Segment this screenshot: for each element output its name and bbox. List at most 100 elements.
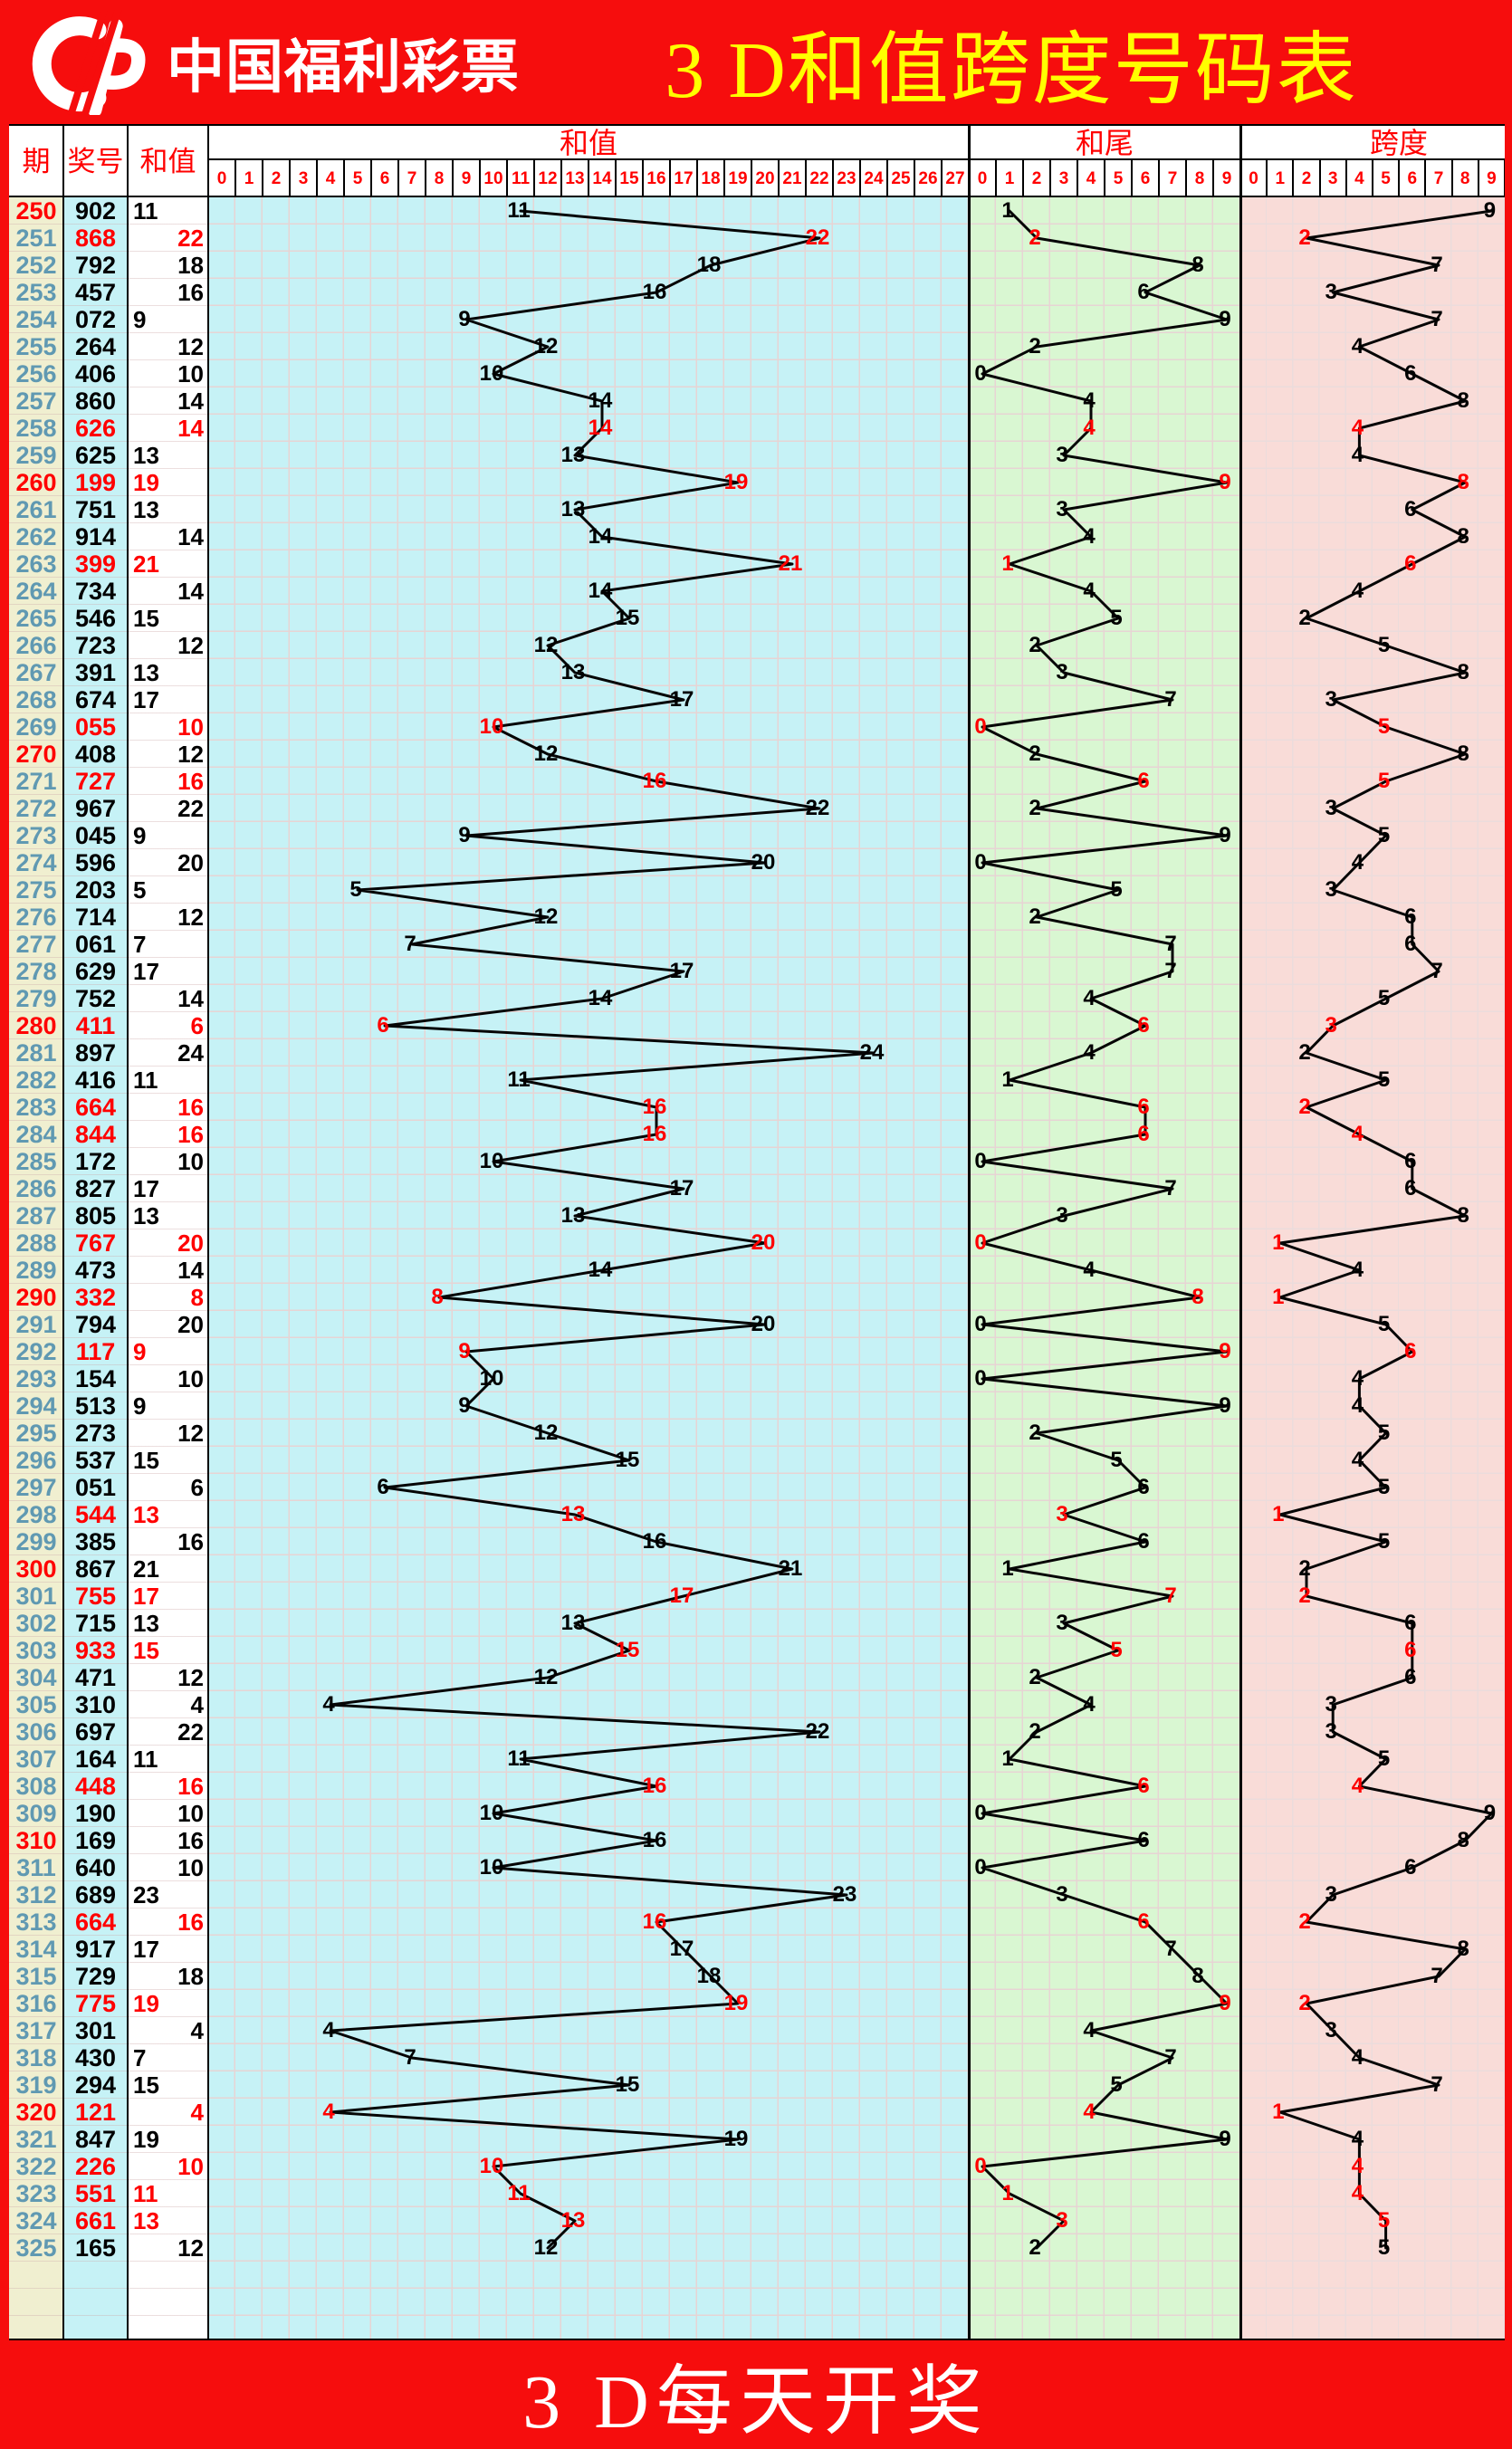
number-cell: 203: [74, 876, 117, 904]
axis-tick-sum-14: 14: [592, 169, 612, 188]
number-cell: 847: [74, 2126, 117, 2153]
number-cell: 473: [74, 1257, 117, 1284]
tick-cell-border: [1318, 158, 1321, 197]
point-label-和尾: 9: [1219, 2127, 1231, 2151]
number-cell: 860: [74, 387, 117, 415]
sum-cell: 11: [133, 2180, 158, 2207]
point-label-和尾: 8: [1191, 253, 1204, 277]
period-cell: 299: [15, 1528, 57, 1555]
point-label-跨度: 4: [1351, 850, 1364, 875]
point-label-跨度: 5: [1377, 2208, 1391, 2233]
sum-cell: 10: [177, 1800, 204, 1827]
axis-tick-span-0: 0: [1249, 169, 1258, 188]
number-cell: 406: [74, 360, 117, 387]
period-cell: 286: [15, 1175, 57, 1202]
sum-cell: 22: [177, 225, 204, 252]
number-cell: 967: [74, 795, 117, 822]
period-cell: 282: [15, 1067, 57, 1094]
axis-tick-sum-9: 9: [461, 169, 472, 188]
axis-tick-tail-5: 5: [1113, 169, 1124, 188]
number-cell: 199: [74, 469, 117, 496]
point-label-和尾: 8: [1191, 1285, 1204, 1309]
point-label-跨度: 4: [1351, 1448, 1364, 1472]
point-label-跨度: 8: [1457, 470, 1469, 494]
number-cell: 689: [74, 1881, 117, 1908]
sum-cell: 5: [133, 876, 147, 904]
number-cell: 697: [74, 1718, 117, 1746]
period-cell: 260: [15, 469, 57, 496]
point-label-和尾: 0: [974, 850, 987, 875]
tick-cell-border: [1477, 158, 1479, 197]
number-cell: 546: [74, 605, 117, 632]
point-label-和值: 15: [615, 1448, 640, 1472]
point-label-和值: 24: [859, 1040, 885, 1065]
number-cell: 596: [74, 849, 117, 876]
tick-cell-border: [1131, 158, 1133, 197]
period-cell: 309: [15, 1800, 57, 1827]
period-cell: 281: [15, 1039, 57, 1067]
point-label-和值: 7: [404, 932, 416, 956]
point-label-和值: 19: [723, 1991, 749, 2015]
number-cell: 164: [74, 1746, 117, 1773]
period-cell: 292: [15, 1338, 57, 1365]
axis-tick-sum-18: 18: [701, 169, 721, 188]
point-label-和尾: 4: [1083, 1040, 1096, 1065]
axis-tick-sum-27: 27: [945, 169, 965, 188]
point-label-和值: 4: [322, 2100, 335, 2124]
sum-cell: 16: [177, 1528, 204, 1555]
axis-tick-sum-4: 4: [325, 169, 336, 188]
number-cell: 664: [74, 1094, 117, 1121]
period-cell: 256: [15, 360, 57, 387]
axis-tick-sum-10: 10: [483, 169, 503, 188]
tick-cell-border: [778, 158, 780, 197]
point-label-跨度: 4: [1351, 1393, 1364, 1418]
point-label-和尾: 6: [1137, 1774, 1150, 1798]
point-label-跨度: 5: [1377, 633, 1391, 657]
axis-tick-sum-12: 12: [538, 169, 558, 188]
tick-cell-border: [941, 158, 943, 197]
china-welfare-lottery-logo-icon: [32, 10, 146, 115]
top-banner: 中国福利彩票 3 D和值跨度号码表: [0, 0, 1512, 125]
number-cell: 408: [74, 741, 117, 768]
point-label-和值: 5: [349, 877, 362, 902]
point-label-和值: 16: [642, 769, 667, 793]
point-label-和值: 13: [560, 660, 586, 684]
period-cell: 273: [15, 822, 57, 849]
tick-cell-border: [1450, 158, 1453, 197]
number-cell: 755: [74, 1583, 117, 1610]
point-label-和尾: 1: [1001, 198, 1014, 223]
point-label-和值: 12: [533, 904, 559, 929]
sum-cell: 9: [133, 306, 147, 333]
frame-right: [1505, 0, 1512, 2449]
tick-cell-border: [1022, 158, 1024, 197]
point-label-和尾: 4: [1083, 986, 1096, 1010]
axis-tick-tail-7: 7: [1167, 169, 1178, 188]
tick-cell-border: [669, 158, 671, 197]
point-label-跨度: 2: [1298, 606, 1311, 630]
sum-cell: 9: [133, 1392, 147, 1420]
period-cell: 297: [15, 1474, 57, 1501]
point-label-跨度: 6: [1404, 932, 1417, 956]
sum-cell: 12: [177, 333, 204, 360]
period-cell: 308: [15, 1773, 57, 1800]
point-label-和尾: 9: [1219, 1991, 1231, 2015]
point-label-和尾: 6: [1137, 1475, 1150, 1499]
axis-tick-sum-17: 17: [674, 169, 694, 188]
point-label-和值: 20: [751, 850, 776, 875]
point-label-跨度: 5: [1377, 769, 1391, 793]
tick-cell-border: [805, 158, 807, 197]
point-label-跨度: 9: [1483, 1801, 1497, 1825]
point-label-和值: 16: [642, 1122, 667, 1146]
period-cell: 318: [15, 2044, 57, 2071]
sum-cell: 6: [190, 1474, 204, 1501]
sum-cell: 16: [177, 1094, 204, 1121]
number-cell: 626: [74, 415, 117, 442]
axis-tick-tail-0: 0: [977, 169, 988, 188]
sum-cell: 13: [133, 2207, 159, 2234]
period-cell: 250: [15, 197, 57, 225]
point-label-跨度: 3: [1325, 280, 1337, 304]
sum-cell: 11: [133, 197, 158, 225]
point-label-跨度: 8: [1457, 1828, 1469, 1852]
axis-tick-sum-22: 22: [809, 169, 829, 188]
